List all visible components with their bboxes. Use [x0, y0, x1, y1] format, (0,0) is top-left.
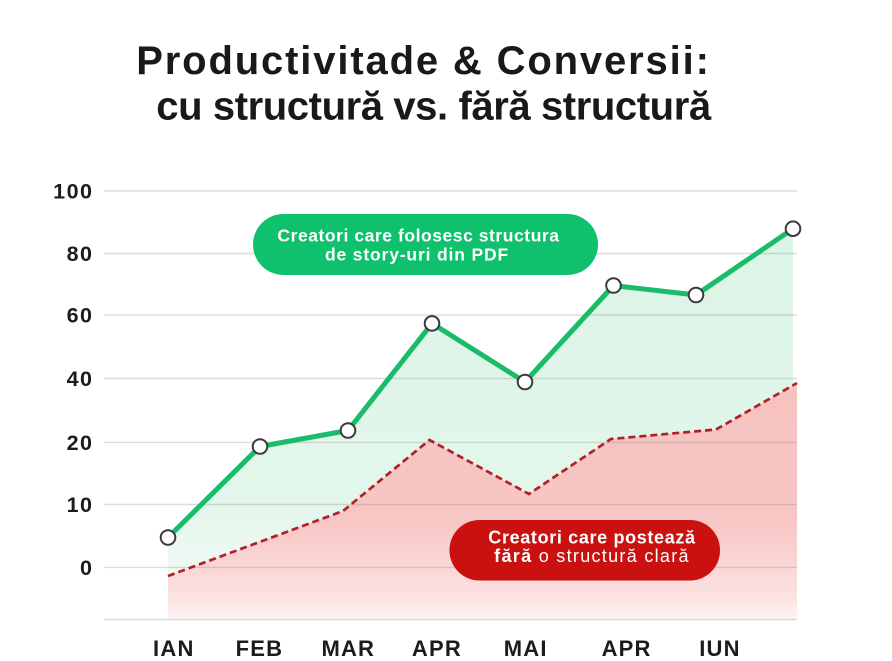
svg-text:0: 0: [80, 556, 93, 580]
svg-text:APR: APR: [412, 636, 462, 661]
svg-text:fără o structură clară: fără o structură clară: [494, 546, 690, 566]
svg-text:de story-uri din PDF: de story-uri din PDF: [325, 245, 509, 265]
svg-text:Creatori care folosesc structu: Creatori care folosesc structura: [277, 226, 559, 246]
svg-text:80: 80: [67, 242, 94, 266]
svg-text:MAI: MAI: [504, 636, 548, 661]
svg-text:FEB: FEB: [236, 636, 284, 661]
svg-text:MAR: MAR: [321, 636, 375, 661]
svg-text:IUN: IUN: [699, 636, 741, 661]
svg-text:10: 10: [67, 493, 94, 517]
svg-text:APR: APR: [602, 636, 652, 661]
svg-text:Creatori care postează: Creatori care postează: [488, 528, 696, 548]
svg-text:IAN: IAN: [153, 636, 195, 661]
svg-text:100: 100: [53, 179, 93, 203]
svg-text:Productivitade & Conversii:: Productivitade & Conversii:: [136, 39, 711, 83]
svg-text:40: 40: [67, 367, 94, 391]
svg-text:20: 20: [67, 431, 94, 455]
svg-text:cu structură vs. fără structur: cu structură vs. fără structură: [156, 85, 712, 129]
svg-text:60: 60: [67, 303, 94, 327]
